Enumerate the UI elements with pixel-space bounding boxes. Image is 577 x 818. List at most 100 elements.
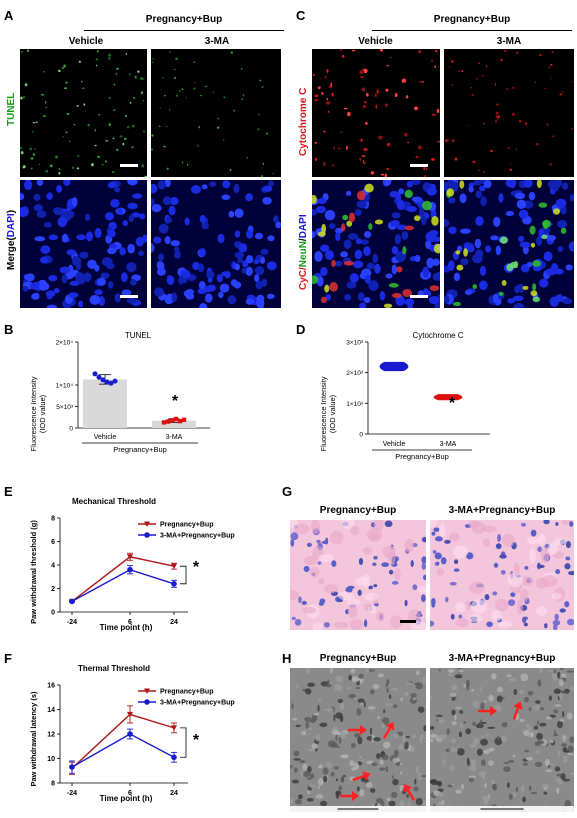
chart-e-ytick: 4 <box>51 563 55 570</box>
chart-e-ytick: 8 <box>51 516 55 523</box>
red-arrow-marker <box>478 706 497 716</box>
chart-b-point <box>96 374 102 380</box>
chart-f-xlabel: Time point (h) <box>100 794 153 803</box>
chart-f-legend-entry: Pregnancy+Bup <box>160 689 214 696</box>
chart-d-xtick-3ma: 3-MA <box>440 441 457 448</box>
chart-f-point <box>127 731 133 737</box>
chart-b-point <box>173 416 179 422</box>
chart-f-point <box>127 711 133 718</box>
chart-f-point <box>69 764 75 770</box>
chart-f-ytick: 16 <box>47 683 55 690</box>
tunel-3ma-image <box>151 49 281 177</box>
chart-e-series-line <box>71 568 175 603</box>
chart-e-point <box>69 598 75 605</box>
he-stain-3ma-pregnancy-bup <box>430 520 574 630</box>
chart-f-ytick: 10 <box>47 756 55 763</box>
chart-f-ytick: 8 <box>51 781 55 788</box>
chart-d-xtick-vehicle: Vehicle <box>383 441 406 448</box>
panel-g-col-left: Pregnancy+Bup <box>319 505 397 516</box>
chart-f-legend-entry: 3-MA+Pregnancy+Bup <box>160 700 235 707</box>
panel-label-e: E <box>4 484 13 499</box>
scale-bar <box>410 295 428 298</box>
red-arrow-marker <box>352 771 371 782</box>
panel-c-group-header: Pregnancy+Bup <box>433 14 511 25</box>
chart-e-ytick: 6 <box>51 539 55 546</box>
cytc-3ma-image <box>444 49 574 177</box>
chart-f-title: Thermal Threshold <box>78 664 150 673</box>
chart-e-point <box>171 563 177 570</box>
chart-d-violin <box>433 394 463 401</box>
chart-e-xtick: 6 <box>128 619 132 626</box>
chart-b-ylabel-1: Fluorescence Intensity <box>29 376 38 451</box>
chart-b-point <box>169 418 175 423</box>
panel-label-a: A <box>4 8 14 23</box>
panel-c-row-merge: CyC/NeuN/DAPI <box>298 214 309 290</box>
chart-d-ytick: 0 <box>359 432 363 439</box>
em-3ma-pregnancy-bup <box>430 668 574 812</box>
chart-e-point <box>127 566 133 573</box>
scale-bar <box>410 164 428 167</box>
panel-label-f: F <box>4 651 12 666</box>
chart-b-point <box>100 377 106 383</box>
chart-e-xlabel: Time point (h) <box>100 623 153 632</box>
chart-e: Mechanical Threshold Paw withdrawal thre… <box>29 497 235 632</box>
panel-h-col-right: 3-MA+Pregnancy+Bup <box>448 653 556 664</box>
chart-b-group-label: Pregnancy+Bup <box>113 445 167 454</box>
chart-b-point <box>108 380 114 386</box>
chart-b-bar <box>83 379 127 428</box>
chart-f-series-line <box>71 733 175 768</box>
chart-b-point <box>161 420 167 425</box>
panel-label-d: D <box>296 322 306 337</box>
panel-h-col-left: Pregnancy+Bup <box>319 653 397 664</box>
he-stain-pregnancy-bup <box>290 520 426 630</box>
merge-3ma-image <box>151 180 281 308</box>
chart-b-xtick-vehicle: Vehicle <box>94 434 117 441</box>
scale-bar <box>400 620 416 623</box>
chart-b-ylabel-2: (IOD value) <box>38 394 47 433</box>
chart-d-title: Cytochrome C <box>412 331 463 340</box>
red-arrow-marker <box>512 701 523 720</box>
red-arrow-marker <box>403 783 416 802</box>
chart-f-ylabel: Paw withdrawal latency (s) <box>29 691 38 787</box>
chart-f: Thermal Threshold Paw withdrawal latency… <box>29 664 235 803</box>
chart-d: Cytochrome C Fluorescence Intensity (IOD… <box>319 331 490 461</box>
cytc-vehicle-image <box>312 49 440 177</box>
chart-e-ytick: 0 <box>51 610 55 617</box>
chart-f-ytick: 14 <box>47 707 55 714</box>
panel-c-row-cytochrome: Cytochrome C <box>298 87 309 156</box>
chart-e-legend-entry: Pregnancy+Bup <box>160 522 214 529</box>
merge-vehicle-image <box>20 180 147 308</box>
panel-label-h: H <box>282 651 292 666</box>
chart-d-group-label: Pregnancy+Bup <box>395 452 449 461</box>
red-arrow-marker <box>348 725 367 735</box>
chart-f-significance-star: * <box>193 732 200 749</box>
chart-d-ylabel-1: Fluorescence Intensity <box>319 376 328 451</box>
chart-d-significance-star: * <box>449 395 456 412</box>
chart-b-title: TUNEL <box>125 331 152 340</box>
chart-d-violin <box>379 361 409 372</box>
em-pregnancy-bup <box>290 668 426 812</box>
chart-f-point <box>171 754 177 761</box>
red-arrow-marker <box>340 791 359 801</box>
chart-b-significance-star: * <box>172 393 179 410</box>
chart-b-xtick-3ma: 3-MA <box>166 434 183 441</box>
chart-b-point <box>104 379 110 385</box>
chart-b-ytick: 5×10³ <box>56 404 74 411</box>
cytc-merge-vehicle-image <box>312 180 440 308</box>
chart-e-xtick: 24 <box>170 619 178 626</box>
chart-e-ytick: 2 <box>51 586 55 593</box>
chart-b-point <box>112 378 118 384</box>
panel-a-group-line <box>84 30 284 31</box>
chart-e-significance-star: * <box>193 559 200 576</box>
chart-b-point <box>92 371 98 377</box>
panel-c-group-line <box>372 30 572 31</box>
chart-e-legend-entry: 3-MA+Pregnancy+Bup <box>160 533 235 540</box>
panel-a-col-3ma: 3-MA <box>204 36 230 47</box>
chart-d-ylabel-2: (IOD value) <box>328 394 337 433</box>
chart-f-xtick: -24 <box>67 790 77 797</box>
scale-bar <box>120 164 138 167</box>
chart-b-ytick: 1×10⁴ <box>56 383 74 390</box>
chart-f-xtick: 6 <box>128 790 132 797</box>
panel-label-g: G <box>282 484 293 499</box>
chart-b-ytick: 2×10⁴ <box>56 340 74 347</box>
